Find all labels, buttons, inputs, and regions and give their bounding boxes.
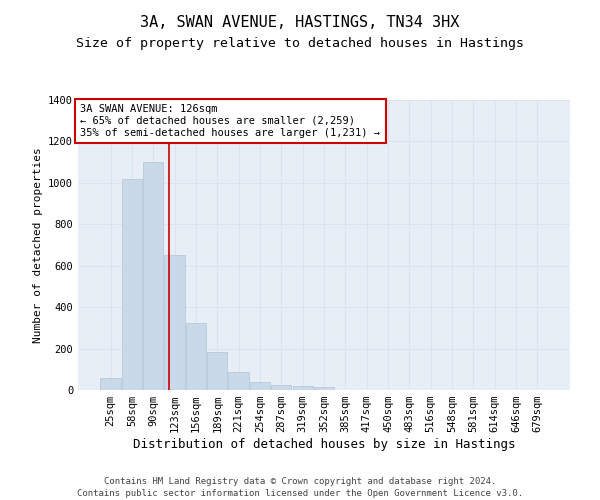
Text: Contains public sector information licensed under the Open Government Licence v3: Contains public sector information licen…: [77, 489, 523, 498]
Text: Size of property relative to detached houses in Hastings: Size of property relative to detached ho…: [76, 38, 524, 51]
Text: 3A SWAN AVENUE: 126sqm
← 65% of detached houses are smaller (2,259)
35% of semi-: 3A SWAN AVENUE: 126sqm ← 65% of detached…: [80, 104, 380, 138]
Bar: [250, 382, 270, 390]
Bar: [229, 372, 249, 390]
Text: 3A, SWAN AVENUE, HASTINGS, TN34 3HX: 3A, SWAN AVENUE, HASTINGS, TN34 3HX: [140, 15, 460, 30]
Bar: [207, 352, 227, 390]
Bar: [122, 178, 142, 390]
Bar: [293, 386, 313, 390]
Bar: [100, 378, 121, 390]
Text: Contains HM Land Registry data © Crown copyright and database right 2024.: Contains HM Land Registry data © Crown c…: [104, 478, 496, 486]
Bar: [271, 385, 292, 390]
Bar: [143, 162, 163, 390]
Bar: [186, 322, 206, 390]
Bar: [314, 388, 334, 390]
Bar: [164, 256, 185, 390]
X-axis label: Distribution of detached houses by size in Hastings: Distribution of detached houses by size …: [133, 438, 515, 451]
Y-axis label: Number of detached properties: Number of detached properties: [32, 147, 43, 343]
